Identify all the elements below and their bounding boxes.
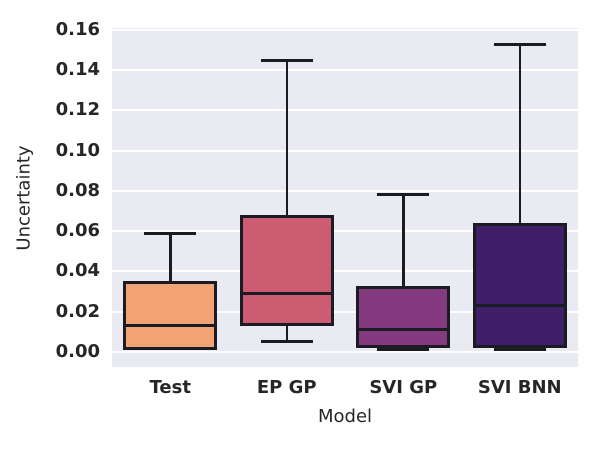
y-tick-label: 0.14 [55,59,100,81]
lower-whisker-cap [260,340,313,344]
gridline [112,230,578,233]
gridline [112,29,578,31]
gridline [112,189,578,192]
x-tick-label: Test [149,377,191,398]
y-tick-label: 0.08 [55,179,100,201]
y-tick-label: 0.00 [55,340,100,362]
median-line [126,324,215,328]
upper-whisker [402,194,405,286]
gridline [112,350,578,353]
x-axis-label: Model [317,406,373,427]
gridline [112,270,578,273]
box-svi-gp [356,285,451,348]
y-tick-label: 0.04 [55,260,100,282]
gridline [112,310,578,313]
gridline [112,109,578,112]
lower-whisker-cap [493,348,546,352]
upper-whisker [285,60,288,216]
box-ep-gp [239,215,334,326]
box-svi-bnn [472,223,567,348]
upper-whisker-cap [260,58,313,62]
upper-whisker-cap [377,193,430,197]
upper-whisker-cap [144,231,197,235]
upper-whisker [518,44,521,224]
y-tick-label: 0.12 [55,99,100,121]
gridline [112,149,578,152]
lower-whisker-cap [377,348,430,352]
x-tick-label: SVI GP [369,377,438,398]
lower-whisker [285,325,288,342]
median-line [359,328,448,332]
box-test [123,281,218,350]
upper-whisker-cap [493,42,546,46]
upper-whisker [169,233,172,282]
median-line [242,292,331,296]
median-line [475,304,564,308]
y-axis-label: Uncertainty [13,145,35,251]
x-tick-label: EP GP [256,377,317,398]
y-tick-label: 0.10 [55,139,100,161]
x-tick-label: SVI BNN [477,377,562,398]
y-tick-label: 0.02 [55,300,100,322]
gridline [112,69,578,72]
y-tick-label: 0.06 [55,220,100,242]
y-tick-label: 0.16 [55,19,100,40]
plot-area [112,28,578,367]
